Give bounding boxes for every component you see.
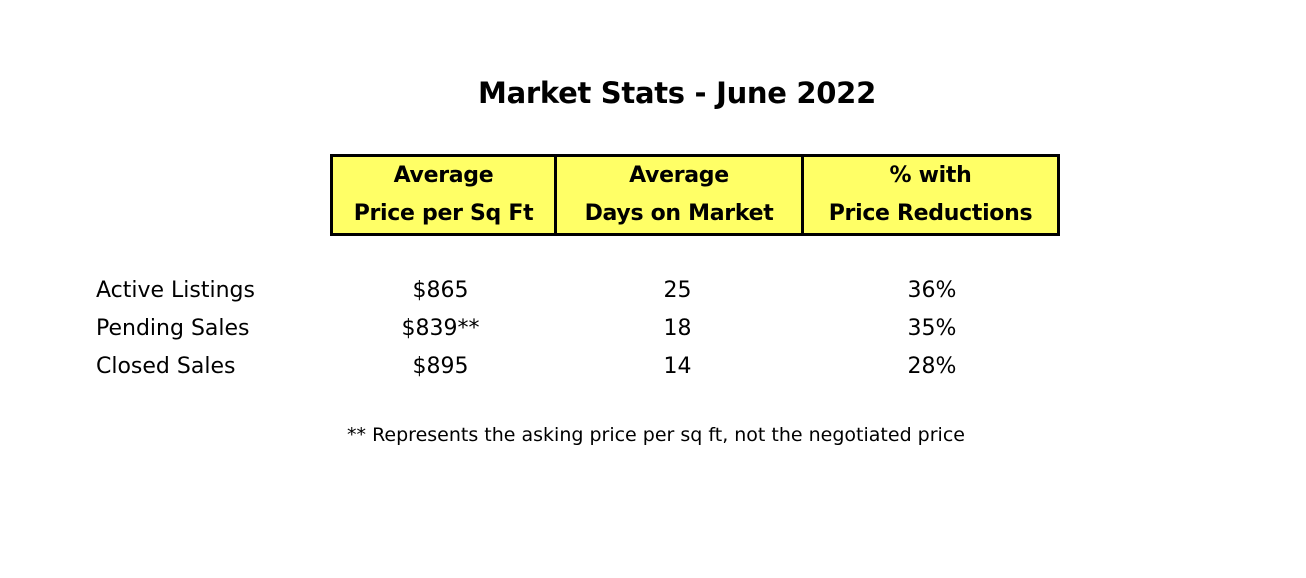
footnote: ** Represents the asking price per sq ft… xyxy=(347,424,965,446)
price-reductions-value: 36% xyxy=(907,278,957,303)
price-per-sqft-value: $895 xyxy=(412,354,469,379)
days-on-market-value: 25 xyxy=(663,278,692,303)
row-label: Pending Sales xyxy=(96,316,250,341)
price-per-sqft-value: $839** xyxy=(401,316,480,341)
header-line-2: Price per Sq Ft xyxy=(353,201,534,226)
header-line-1: Average xyxy=(393,163,494,188)
table-row-closed-sales: Closed Sales $895 14 28% xyxy=(0,350,1306,388)
table-body: Active Listings $865 25 36% Pending Sale… xyxy=(0,274,1306,388)
header-price-reductions: % with Price Reductions xyxy=(801,157,1057,233)
page-title: Market Stats - June 2022 xyxy=(478,76,876,110)
header-line-1: % with xyxy=(889,163,972,188)
days-on-market-value: 14 xyxy=(663,354,692,379)
table-header: Average Price per Sq Ft Average Days on … xyxy=(330,154,1060,236)
header-line-2: Price Reductions xyxy=(828,201,1033,226)
price-reductions-value: 35% xyxy=(907,316,957,341)
header-line-2: Days on Market xyxy=(584,201,774,226)
table-row-active-listings: Active Listings $865 25 36% xyxy=(0,274,1306,312)
row-label: Active Listings xyxy=(96,278,255,303)
days-on-market-value: 18 xyxy=(663,316,692,341)
table-row-pending-sales: Pending Sales $839** 18 35% xyxy=(0,312,1306,350)
price-reductions-value: 28% xyxy=(907,354,957,379)
row-label: Closed Sales xyxy=(96,354,236,379)
header-price-per-sqft: Average Price per Sq Ft xyxy=(333,157,554,233)
price-per-sqft-value: $865 xyxy=(412,278,469,303)
header-days-on-market: Average Days on Market xyxy=(554,157,801,233)
header-line-1: Average xyxy=(629,163,729,188)
